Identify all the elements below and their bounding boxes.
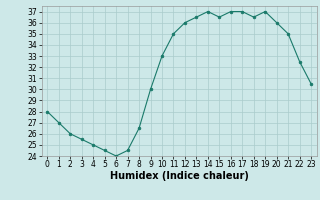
X-axis label: Humidex (Indice chaleur): Humidex (Indice chaleur)	[110, 171, 249, 181]
